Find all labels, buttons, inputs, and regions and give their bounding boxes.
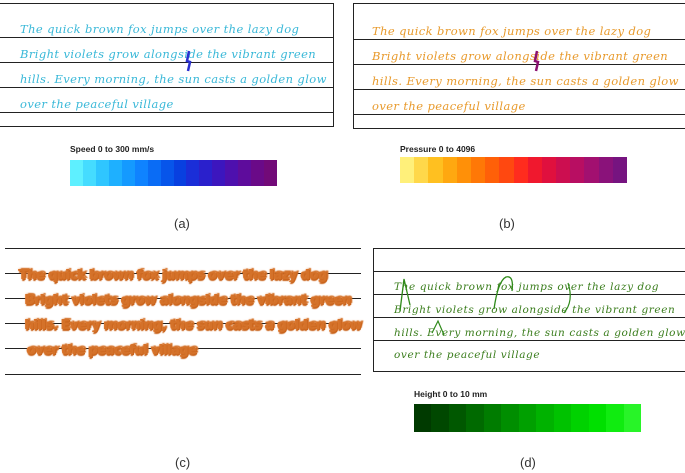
- ruled-line: [374, 340, 685, 341]
- handwriting-line-3: hills. Every morning, the sun casts a go…: [372, 74, 679, 88]
- speed-scale-swatch: [95, 160, 109, 186]
- height-scale-swatch: [571, 404, 589, 432]
- pressure-scale-swatch: [598, 157, 613, 183]
- panel-b: The quick brown fox jumps over the lazy …: [353, 3, 685, 129]
- speed-scale-swatch: [264, 160, 277, 186]
- height-scale-swatch: [483, 404, 502, 432]
- pressure-scale-swatch: [456, 157, 471, 183]
- pressure-scale-swatch: [414, 157, 429, 183]
- ruled-line: [5, 298, 361, 299]
- pressure-scale-label: Pressure 0 to 4096: [400, 144, 476, 154]
- speed-scale-swatch: [212, 160, 226, 186]
- height-scale-swatch: [448, 404, 467, 432]
- panel-c: The quick brown fox jumps over the lazy …: [5, 248, 362, 376]
- pressure-scale-swatch: [612, 157, 627, 183]
- handwriting-line-4: over the peaceful village: [372, 99, 526, 113]
- ruled-line: [374, 317, 685, 318]
- speed-highlight-mark: [185, 50, 192, 72]
- speed-scale-swatch: [160, 160, 174, 186]
- speed-scale-swatch: [199, 160, 213, 186]
- ruled-line: [5, 248, 361, 249]
- speed-scale-swatch: [225, 160, 239, 186]
- pressure-scale-swatch: [556, 157, 571, 183]
- ruled-line: [5, 323, 361, 324]
- pressure-scale-swatch: [400, 157, 415, 183]
- caption-a: (a): [174, 216, 190, 231]
- speed-scale-swatch: [251, 160, 265, 186]
- ruled-line: [5, 348, 361, 349]
- pressure-scale-swatch: [499, 157, 514, 183]
- handwriting-line-3: hills. Every morning, the sun casts a go…: [394, 327, 685, 339]
- handwriting-line-4: over the peaceful village: [20, 97, 174, 111]
- caption-b: (b): [499, 216, 515, 231]
- smudged-line-3: hills. Every morning, the sun casts a go…: [25, 318, 362, 333]
- pressure-scale-swatch: [527, 157, 542, 183]
- pressure-scale-swatch: [485, 157, 500, 183]
- handwriting-line-1: The quick brown fox jumps over the lazy …: [20, 22, 300, 36]
- height-scale-swatch: [606, 404, 624, 432]
- height-scale-swatch: [623, 404, 642, 432]
- ruled-line: [354, 39, 685, 40]
- speed-scale-swatch: [173, 160, 187, 186]
- handwriting-line-2: Bright violets grow alongside the vibran…: [372, 49, 669, 63]
- ruled-line: [374, 271, 685, 272]
- height-scale-swatch: [518, 404, 537, 432]
- caption-c: (c): [175, 455, 191, 470]
- ruled-line: [374, 294, 685, 295]
- speed-scale-swatch: [147, 160, 161, 186]
- height-tall-strokes: [399, 276, 571, 336]
- pressure-color-scale: [400, 157, 627, 183]
- ruled-line: [354, 64, 685, 65]
- pressure-scale-swatch: [442, 157, 457, 183]
- pressure-scale-swatch: [541, 157, 557, 183]
- pressure-scale-swatch: [470, 157, 486, 183]
- pressure-scale-swatch: [513, 157, 528, 183]
- speed-scale-swatch: [134, 160, 148, 186]
- handwriting-line-1: The quick brown fox jumps over the lazy …: [372, 24, 652, 38]
- handwriting-line-2: Bright violets grow alongside the vibran…: [394, 304, 676, 316]
- height-scale-swatch: [588, 404, 607, 432]
- panel-d: The quick brown fox jumps over the lazy …: [373, 248, 685, 372]
- ruled-line: [354, 89, 685, 90]
- ruled-line: [354, 114, 685, 115]
- height-scale-swatch: [431, 404, 449, 432]
- height-scale-swatch: [414, 404, 432, 432]
- smudged-line-2: Bright violets grow alongside the vibran…: [25, 293, 351, 308]
- smudged-line-1: The quick brown fox jumps over the lazy …: [19, 268, 327, 283]
- speed-scale-swatch: [238, 160, 252, 186]
- ruled-line: [5, 273, 361, 274]
- pressure-scale-swatch: [584, 157, 599, 183]
- speed-scale-swatch: [108, 160, 122, 186]
- handwriting-line-1: The quick brown fox jumps over the lazy …: [394, 281, 660, 293]
- speed-scale-swatch: [121, 160, 135, 186]
- handwriting-line-4: over the peaceful village: [394, 349, 541, 361]
- caption-d: (d): [520, 455, 536, 470]
- ruled-line: [0, 37, 333, 38]
- ruled-line: [0, 87, 333, 88]
- ruled-line: [5, 374, 361, 375]
- speed-scale-label: Speed 0 to 300 mm/s: [70, 144, 155, 154]
- height-scale-swatch: [536, 404, 554, 432]
- pressure-highlight-mark: [533, 50, 540, 72]
- speed-scale-swatch: [82, 160, 96, 186]
- speed-color-scale: [70, 160, 277, 186]
- height-scale-swatch: [553, 404, 572, 432]
- height-scale-swatch: [501, 404, 519, 432]
- speed-scale-swatch: [70, 160, 83, 186]
- pressure-scale-swatch: [570, 157, 585, 183]
- ruled-line: [0, 112, 333, 113]
- speed-scale-swatch: [186, 160, 200, 186]
- height-scale-label: Height 0 to 10 mm: [414, 389, 488, 399]
- height-scale-swatch: [466, 404, 484, 432]
- ruled-line: [0, 62, 333, 63]
- pressure-scale-swatch: [428, 157, 443, 183]
- handwriting-line-2: Bright violets grow alongside the vibran…: [20, 47, 317, 61]
- handwriting-line-3: hills. Every morning, the sun casts a go…: [20, 72, 327, 86]
- panel-a: The quick brown fox jumps over the lazy …: [0, 3, 334, 127]
- height-color-scale: [414, 404, 642, 432]
- smudged-line-4: over the peaceful village: [27, 343, 197, 358]
